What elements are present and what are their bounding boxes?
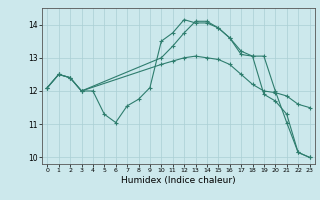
X-axis label: Humidex (Indice chaleur): Humidex (Indice chaleur) bbox=[121, 176, 236, 185]
